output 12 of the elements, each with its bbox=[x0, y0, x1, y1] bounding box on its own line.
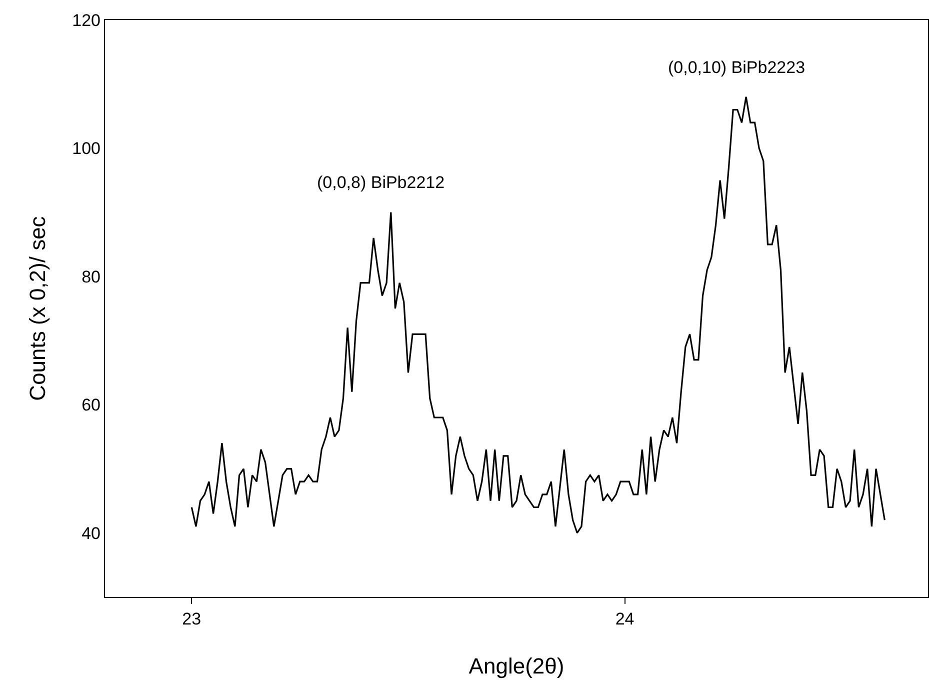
x-axis-title: Angle(2θ) bbox=[468, 653, 564, 678]
line-series bbox=[190, 96, 886, 534]
y-tick-label: 60 bbox=[82, 396, 100, 415]
x-tick-label: 23 bbox=[182, 610, 202, 628]
x-tick-label: 24 bbox=[615, 610, 634, 628]
annotation: (0,0,8) BiPb2212 bbox=[317, 173, 445, 192]
y-axis-title: Counts (x 0,2)/ sec bbox=[24, 216, 50, 401]
y-tick-label: 120 bbox=[72, 10, 100, 30]
y-tick-label: 40 bbox=[82, 524, 100, 543]
y-tick-label: 100 bbox=[72, 139, 100, 158]
annotation: (0,0,10) BiPb2223 bbox=[668, 58, 806, 77]
y-tick-label: 80 bbox=[82, 267, 100, 286]
